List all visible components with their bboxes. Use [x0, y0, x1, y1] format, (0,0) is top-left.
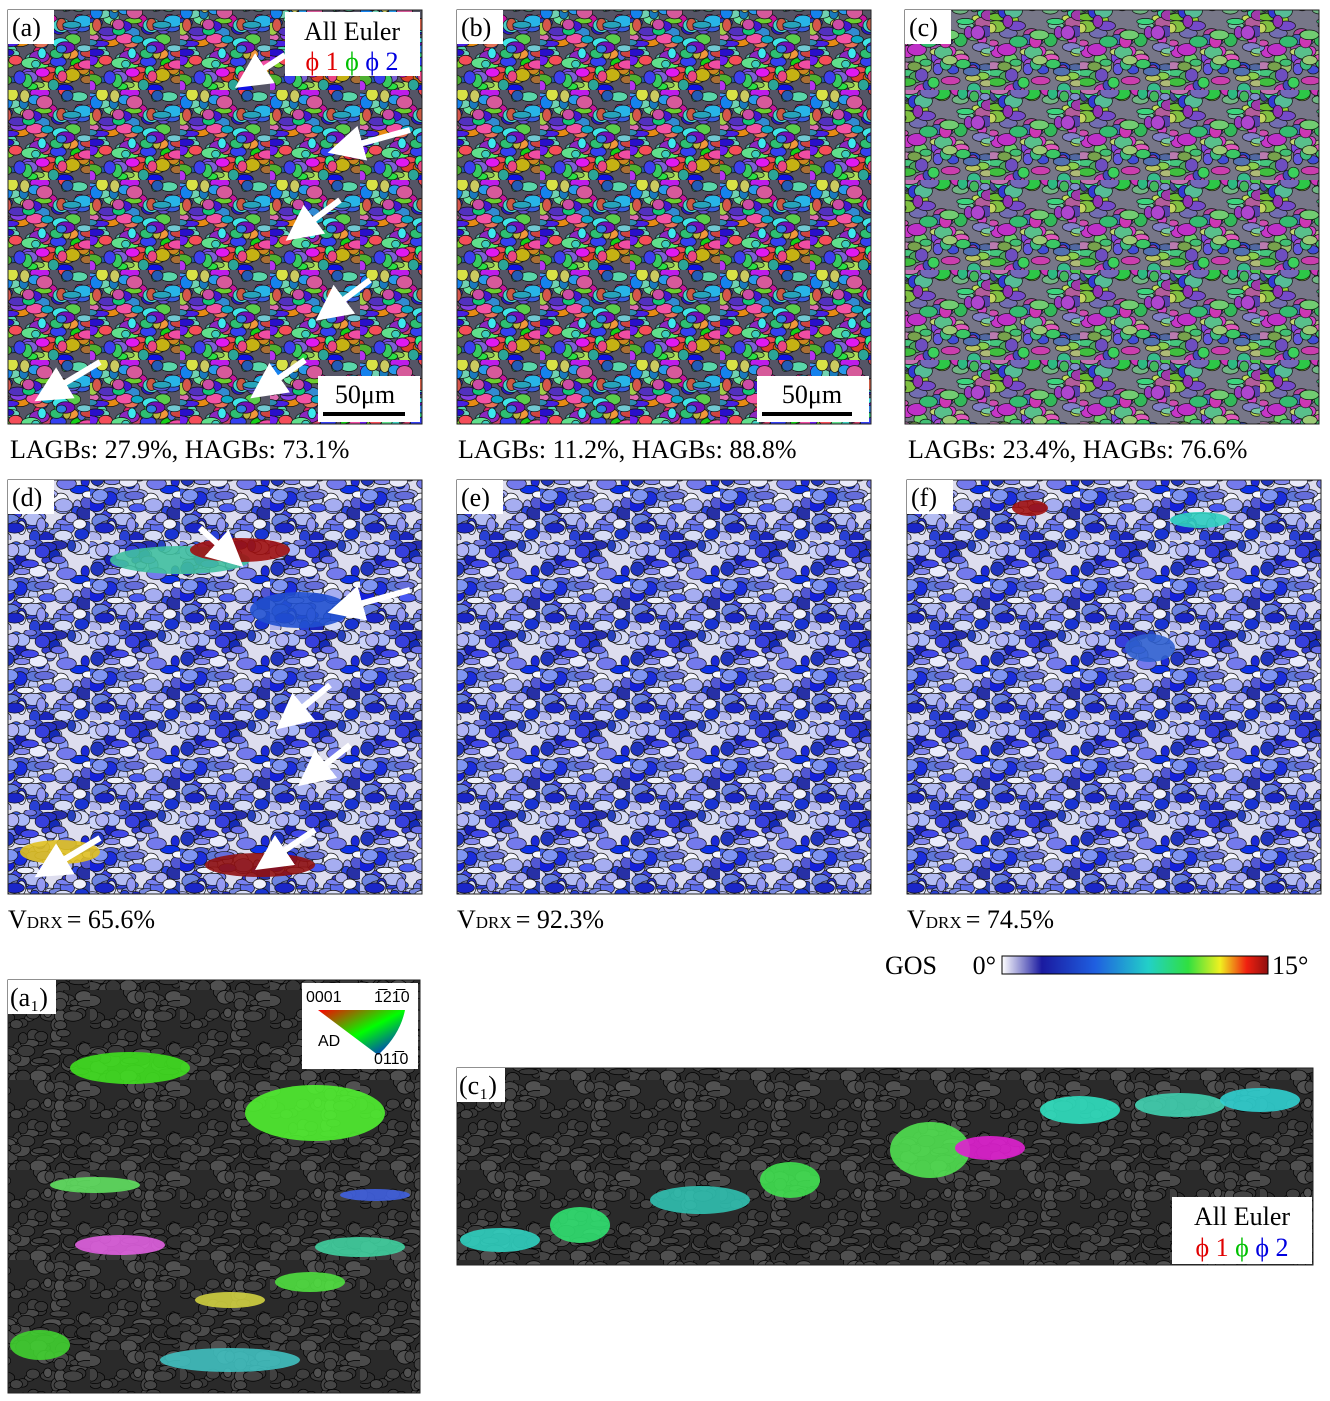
- symbol: V: [8, 905, 27, 934]
- caption: VDRX = 65.6%: [8, 905, 155, 934]
- panel-label: (c): [909, 13, 938, 42]
- label-box: [8, 10, 54, 44]
- grain-cluster: [550, 1207, 610, 1243]
- grain-cluster: [1170, 512, 1230, 528]
- label-box: [457, 10, 503, 44]
- ipf-label: 0001: [306, 989, 342, 1006]
- label-box: [905, 10, 951, 44]
- grain-cluster: [75, 1235, 165, 1255]
- grain-cluster: [1135, 1093, 1225, 1117]
- label-box: [457, 1068, 505, 1102]
- panel-label: (b): [461, 13, 491, 42]
- gos-map: [906, 479, 1322, 895]
- arrow: [327, 585, 411, 621]
- arrow: [327, 125, 411, 161]
- grain-cluster: [10, 1330, 70, 1360]
- grain-cluster: [1012, 500, 1048, 516]
- panel-label: (e): [461, 483, 490, 512]
- arrows: [34, 52, 411, 878]
- symbol: V: [907, 905, 926, 934]
- arrow: [34, 835, 102, 878]
- legend-entries: ϕ 1 ϕ ϕ 2: [305, 47, 398, 76]
- grain-cluster: [340, 1189, 410, 1201]
- subscript: DRX: [926, 913, 962, 932]
- grain-cluster: [205, 853, 315, 877]
- subscript: DRX: [27, 913, 63, 932]
- label-box: [8, 480, 54, 514]
- caption: LAGBs: 27.9%, HAGBs: 73.1%: [10, 435, 349, 464]
- caption: LAGBs: 11.2%, HAGBs: 88.8%: [458, 435, 796, 464]
- arrow: [297, 742, 352, 787]
- grain-cluster: [275, 1272, 345, 1292]
- arrow: [34, 359, 102, 402]
- legend-box: [285, 12, 420, 76]
- label-box: [8, 980, 56, 1014]
- value: = 74.5%: [966, 905, 1054, 934]
- caption: LAGBs: 23.4%, HAGBs: 76.6%: [908, 435, 1247, 464]
- legend-phi1: ϕ 1: [1195, 1233, 1228, 1262]
- grain-cluster: [1040, 1096, 1120, 1124]
- ipf-label: 011̅0: [374, 1050, 409, 1068]
- colorbar-min: 0°: [973, 951, 996, 980]
- legend-title: All Euler: [1194, 1202, 1290, 1231]
- grain-cluster: [160, 1348, 300, 1372]
- subscript: DRX: [476, 913, 512, 932]
- panel-label: (a): [12, 13, 41, 42]
- grain-cluster: [50, 1177, 140, 1193]
- legend-title: All Euler: [304, 17, 400, 46]
- colorbar: [1001, 955, 1269, 975]
- scale-text: 50μm: [782, 380, 842, 409]
- ipf-label: AD: [318, 1033, 340, 1050]
- grain-cluster: [760, 1162, 820, 1198]
- grain-cluster: [1220, 1088, 1300, 1112]
- legend-box: [1172, 1197, 1312, 1264]
- colorbar-max: 15°: [1272, 951, 1308, 980]
- grain-cluster: [315, 1237, 405, 1257]
- euler-map: [7, 9, 423, 425]
- ipf-triangle: [318, 1010, 405, 1055]
- legend-phi: ϕ: [345, 47, 359, 76]
- panel-label: (d): [12, 483, 42, 512]
- arrow: [250, 357, 307, 399]
- ipf-label: 1̅21̅0: [374, 988, 410, 1006]
- panel-label: (c₁): [459, 1071, 497, 1100]
- panel-labels: (a) (b) (c) (d) (e) (f) (a₁) (c₁): [8, 10, 953, 1102]
- scale-text: 50μm: [335, 380, 395, 409]
- arrow: [255, 827, 317, 870]
- gos-map: [456, 479, 872, 895]
- caption: VDRX = 92.3%: [457, 905, 604, 934]
- panel-label: (a₁): [10, 983, 48, 1012]
- caption: VDRX = 74.5%: [907, 905, 1054, 934]
- grain-cluster: [245, 1085, 385, 1141]
- arrow: [315, 277, 372, 321]
- grain-cluster: [1125, 634, 1175, 662]
- value: = 92.3%: [516, 905, 604, 934]
- colorbar-title: GOS: [885, 951, 937, 980]
- legend-entries: ϕ 1 ϕ ϕ 2: [1195, 1233, 1288, 1262]
- legend-phi: ϕ: [1235, 1233, 1249, 1262]
- grain-cluster: [650, 1186, 750, 1214]
- euler-map: [904, 9, 1320, 425]
- panel-label: (f): [911, 483, 937, 512]
- grain-cluster: [250, 592, 350, 628]
- arrow: [234, 52, 287, 88]
- grain-cluster: [70, 1052, 190, 1084]
- symbol: V: [457, 905, 476, 934]
- grain-cluster: [955, 1136, 1025, 1160]
- grain-cluster: [890, 1122, 970, 1178]
- value: = 65.6%: [67, 905, 155, 934]
- arrow: [276, 682, 332, 730]
- arrow: [285, 197, 342, 241]
- label-box: [907, 480, 953, 514]
- label-box: [457, 480, 503, 514]
- grain-cluster: [195, 1292, 265, 1308]
- euler-map: [456, 9, 872, 425]
- legend-phi2: ϕ 2: [1255, 1233, 1288, 1262]
- grain-cluster: [460, 1228, 540, 1252]
- arrow: [197, 525, 244, 568]
- legend-phi2: ϕ 2: [365, 47, 398, 76]
- legend-phi1: ϕ 1: [305, 47, 338, 76]
- grain-cluster: [190, 538, 290, 562]
